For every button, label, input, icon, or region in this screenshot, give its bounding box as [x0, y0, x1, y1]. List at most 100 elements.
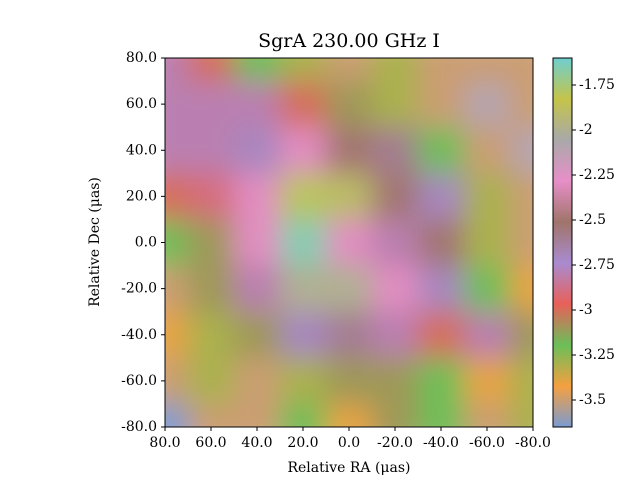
heatmap-cell — [234, 58, 281, 82]
heatmap-cell — [418, 357, 465, 405]
heatmap-cell — [188, 403, 235, 427]
heatmap-cell — [464, 357, 511, 405]
heatmap-cell — [188, 81, 235, 128]
heatmap-cell — [234, 81, 281, 128]
heatmap-cell — [280, 311, 327, 359]
heatmap-cell — [165, 173, 189, 220]
y-tick-label: 20.0 — [126, 188, 157, 204]
heatmap-cell — [372, 219, 419, 267]
heatmap-cell — [165, 403, 189, 427]
heatmap-cell — [418, 265, 465, 313]
heatmap-cell — [326, 311, 373, 359]
x-tick-label: -60.0 — [469, 435, 505, 451]
heatmap-cell — [326, 357, 373, 405]
x-tick-label: -20.0 — [377, 435, 413, 451]
y-tick-label: -20.0 — [121, 281, 157, 297]
heatmap-cell — [464, 173, 511, 220]
heatmap-cell — [188, 173, 235, 220]
y-tick-label: -40.0 — [121, 327, 157, 343]
heatmap-cell — [280, 219, 327, 267]
heatmap-cell — [234, 173, 281, 220]
heatmap-cell — [510, 403, 533, 427]
x-tick-label: 20.0 — [287, 435, 318, 451]
heatmap-cell — [372, 265, 419, 313]
heatmap-cell — [280, 265, 327, 313]
x-tick-label: -80.0 — [515, 435, 551, 451]
heatmap-cell — [418, 81, 465, 128]
colorbar-tick-label: -2 — [579, 122, 593, 138]
heatmap-cell — [188, 311, 235, 359]
heatmap-cell — [372, 127, 419, 174]
heatmap-cell — [372, 403, 419, 427]
heatmap-cell — [464, 127, 511, 174]
x-tick-label: 40.0 — [241, 435, 272, 451]
colorbar-tick-label: -3.5 — [579, 392, 606, 408]
x-tick-label: 80.0 — [149, 435, 180, 451]
heatmap-cell — [464, 219, 511, 267]
y-tick-label: 60.0 — [126, 96, 157, 112]
heatmap-cell — [372, 357, 419, 405]
heatmap-cell — [418, 173, 465, 220]
heatmap-cell — [326, 127, 373, 174]
heatmap-cell — [510, 265, 533, 313]
y-tick-label: 80.0 — [126, 50, 157, 66]
heatmap-cell — [326, 81, 373, 128]
heatmap-cell — [234, 311, 281, 359]
heatmap-cells — [165, 58, 533, 427]
heatmap-cell — [280, 403, 327, 427]
heatmap-cell — [326, 265, 373, 313]
heatmap-cell — [188, 357, 235, 405]
heatmap-cell — [326, 173, 373, 220]
heatmap-cell — [372, 173, 419, 220]
y-tick-label: 0.0 — [135, 235, 157, 251]
heatmap-cell — [326, 219, 373, 267]
heatmap-cell — [372, 58, 419, 82]
y-axis-label: Relative Dec (μas) — [87, 177, 103, 307]
heatmap-cell — [510, 127, 533, 174]
heatmap-cell — [188, 219, 235, 267]
heatmap-cell — [418, 403, 465, 427]
y-tick-label: -80.0 — [121, 419, 157, 435]
heatmap-cell — [510, 219, 533, 267]
heatmap-cell — [188, 265, 235, 313]
heatmap-cell — [280, 127, 327, 174]
heatmap-cell — [510, 173, 533, 220]
colorbar-tick-label: -3 — [579, 302, 593, 318]
colorbar — [552, 57, 573, 428]
heatmap-cell — [326, 58, 373, 82]
heatmap-cell — [165, 58, 189, 82]
heatmap-cell — [464, 58, 511, 82]
heatmap-cell — [510, 58, 533, 82]
heatmap-cell — [280, 357, 327, 405]
heatmap — [165, 58, 533, 427]
y-tick-label: 40.0 — [126, 142, 157, 158]
heatmap-cell — [165, 357, 189, 405]
heatmap-cell — [165, 311, 189, 359]
y-tick-label: -60.0 — [121, 373, 157, 389]
heatmap-cell — [165, 127, 189, 174]
heatmap-cell — [234, 265, 281, 313]
colorbar-tick-label: -1.75 — [579, 77, 615, 93]
heatmap-cell — [280, 58, 327, 82]
heatmap-cell — [418, 127, 465, 174]
colorbar-tick-label: -2.25 — [579, 167, 615, 183]
heatmap-cell — [165, 265, 189, 313]
x-axis-label: Relative RA (μas) — [287, 460, 410, 476]
heatmap-cell — [372, 81, 419, 128]
chart-title: SgrA 230.00 GHz I — [258, 30, 440, 52]
heatmap-cell — [418, 219, 465, 267]
x-tick-label: 60.0 — [195, 435, 226, 451]
heatmap-cell — [234, 127, 281, 174]
x-tick-label: -40.0 — [423, 435, 459, 451]
colorbar-tick-label: -2.75 — [579, 257, 615, 273]
heatmap-cell — [280, 81, 327, 128]
heatmap-cell — [510, 81, 533, 128]
x-tick-label: 0.0 — [338, 435, 360, 451]
heatmap-cell — [418, 311, 465, 359]
heatmap-cell — [188, 127, 235, 174]
heatmap-cell — [464, 265, 511, 313]
colorbar-tick-label: -2.5 — [579, 212, 606, 228]
heatmap-cell — [464, 81, 511, 128]
heatmap-cell — [510, 311, 533, 359]
